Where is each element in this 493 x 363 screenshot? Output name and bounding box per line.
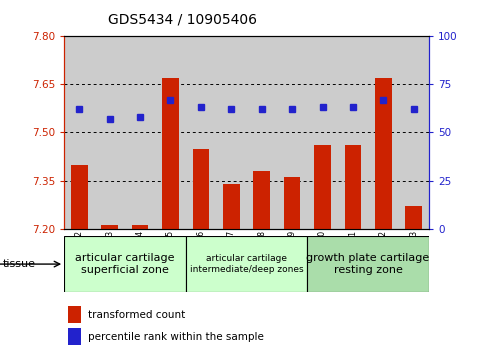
Text: transformed count: transformed count <box>88 310 185 319</box>
Bar <box>132 225 148 229</box>
Bar <box>314 145 331 229</box>
Text: growth plate cartilage
resting zone: growth plate cartilage resting zone <box>307 253 430 275</box>
Bar <box>216 36 246 229</box>
Bar <box>193 148 209 229</box>
Bar <box>155 36 186 229</box>
Bar <box>64 36 95 229</box>
FancyBboxPatch shape <box>307 236 429 292</box>
Bar <box>375 78 391 229</box>
Bar <box>125 36 155 229</box>
Bar <box>68 328 81 345</box>
Text: tissue: tissue <box>2 259 35 269</box>
Bar <box>345 145 361 229</box>
Bar <box>307 36 338 229</box>
Bar <box>246 36 277 229</box>
Bar <box>405 206 422 229</box>
Bar <box>338 36 368 229</box>
Bar <box>186 36 216 229</box>
Bar <box>71 164 88 229</box>
Bar <box>253 171 270 229</box>
Text: articular cartilage
intermediate/deep zones: articular cartilage intermediate/deep zo… <box>190 254 303 274</box>
FancyBboxPatch shape <box>64 236 186 292</box>
Bar <box>284 178 300 229</box>
Bar <box>277 36 307 229</box>
Bar <box>95 36 125 229</box>
FancyBboxPatch shape <box>186 236 307 292</box>
Bar <box>368 36 398 229</box>
Bar <box>223 184 240 229</box>
Bar <box>398 36 429 229</box>
Text: articular cartilage
superficial zone: articular cartilage superficial zone <box>75 253 175 275</box>
Bar <box>162 78 179 229</box>
Text: percentile rank within the sample: percentile rank within the sample <box>88 332 264 342</box>
Text: GDS5434 / 10905406: GDS5434 / 10905406 <box>108 13 257 27</box>
Bar <box>102 225 118 229</box>
Bar <box>68 306 81 322</box>
